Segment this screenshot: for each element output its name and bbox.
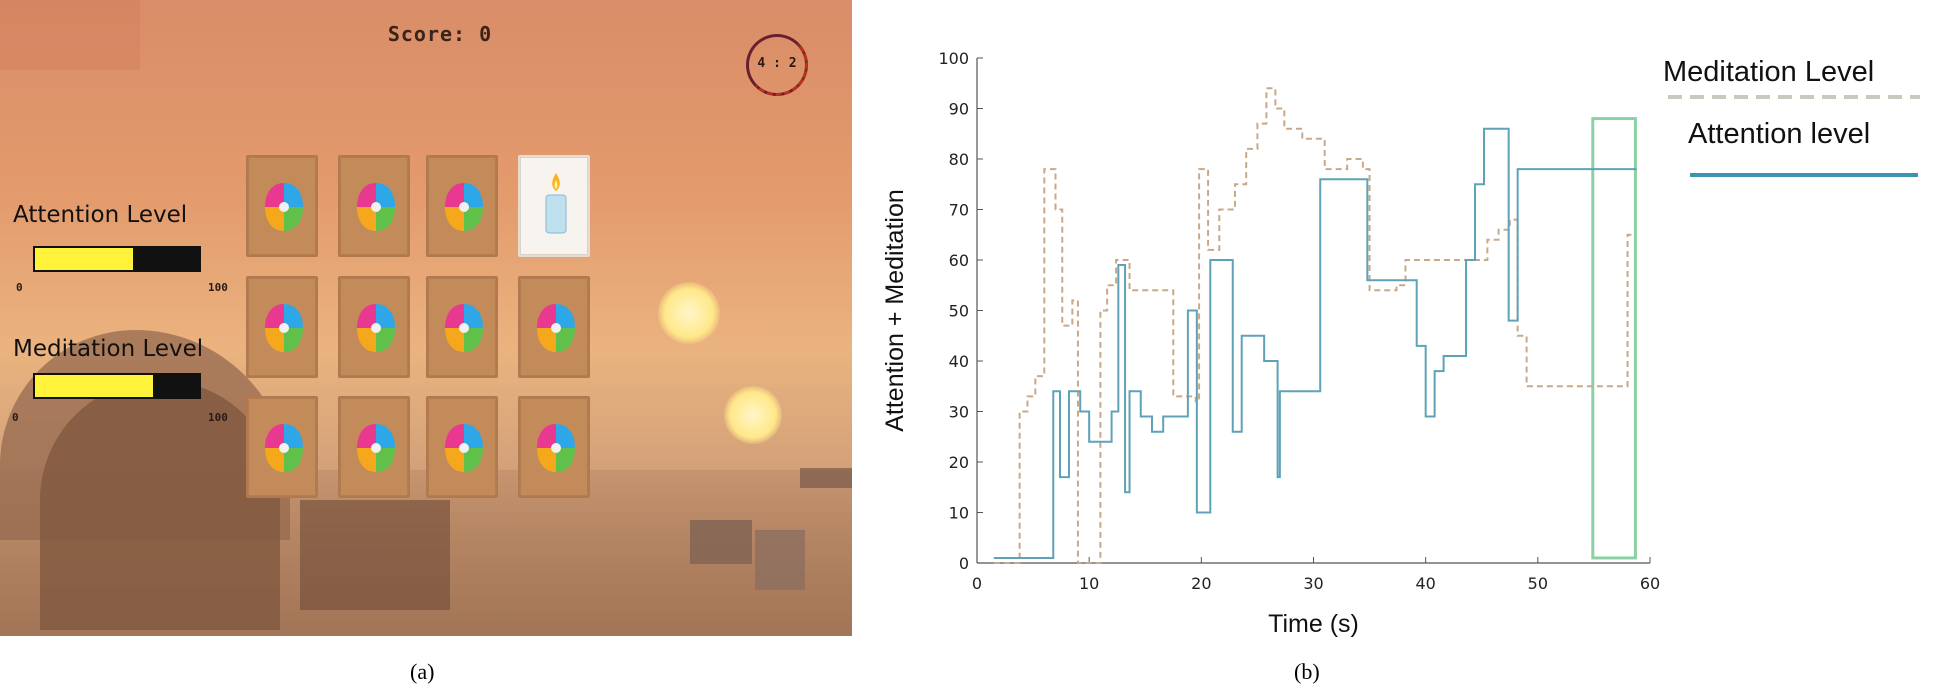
brain-puzzle-icon bbox=[445, 304, 483, 352]
brain-puzzle-icon bbox=[357, 183, 395, 231]
y-tick-label: 10 bbox=[949, 504, 969, 523]
x-axis-label: Time (s) bbox=[1268, 610, 1359, 638]
meditation-meter-max: 100 bbox=[208, 411, 228, 424]
x-tick-label: 10 bbox=[1079, 574, 1099, 593]
caption-a: (a) bbox=[410, 659, 435, 684]
meditation-level-series bbox=[993, 87, 1635, 564]
attention-meter bbox=[33, 246, 201, 272]
memory-card[interactable] bbox=[246, 155, 318, 257]
timer-ring-dashed bbox=[746, 34, 808, 96]
brain-puzzle-icon bbox=[537, 304, 575, 352]
attention-level-series bbox=[993, 127, 1637, 559]
background-building bbox=[40, 380, 280, 630]
legend-attention-label: Attention level bbox=[1688, 118, 1870, 150]
sun-small bbox=[724, 386, 782, 444]
y-tick-label: 70 bbox=[949, 201, 969, 220]
background-haze bbox=[0, 0, 140, 70]
brain-puzzle-icon bbox=[265, 183, 303, 231]
memory-card[interactable] bbox=[338, 396, 410, 498]
y-tick-label: 20 bbox=[949, 453, 969, 472]
brain-puzzle-icon bbox=[445, 183, 483, 231]
brain-puzzle-icon bbox=[357, 424, 395, 472]
y-tick-label: 90 bbox=[949, 100, 969, 119]
memory-card-face-up[interactable] bbox=[518, 155, 590, 257]
brain-puzzle-icon bbox=[265, 304, 303, 352]
brain-puzzle-icon bbox=[445, 424, 483, 472]
timer-text: 4 : 2 bbox=[757, 56, 797, 71]
background-building-dark bbox=[300, 500, 450, 610]
x-tick-label: 40 bbox=[1415, 574, 1435, 593]
y-tick-label: 40 bbox=[949, 352, 969, 371]
memory-card[interactable] bbox=[338, 155, 410, 257]
memory-card[interactable] bbox=[246, 396, 318, 498]
y-axis-label: Attention + Meditation bbox=[881, 189, 909, 432]
attention-meter-max: 100 bbox=[208, 281, 228, 294]
memory-card[interactable] bbox=[426, 396, 498, 498]
x-tick-label: 20 bbox=[1191, 574, 1211, 593]
caption-b: (b) bbox=[1294, 659, 1320, 684]
legend-meditation-label: Meditation Level bbox=[1663, 56, 1874, 88]
memory-card[interactable] bbox=[518, 396, 590, 498]
x-tick-label: 50 bbox=[1528, 574, 1548, 593]
attention-meter-fill bbox=[35, 248, 134, 270]
attention-meter-min: 0 bbox=[16, 281, 23, 294]
memory-card[interactable] bbox=[246, 276, 318, 378]
attention-level-label: Attention Level bbox=[13, 202, 188, 228]
y-tick-label: 80 bbox=[949, 150, 969, 169]
memory-card[interactable] bbox=[426, 155, 498, 257]
memory-card[interactable] bbox=[518, 276, 590, 378]
background-box bbox=[690, 520, 752, 564]
meditation-level-label: Meditation Level bbox=[13, 336, 204, 362]
score-display: Score: 0 bbox=[387, 22, 493, 46]
background-box-small bbox=[755, 530, 805, 590]
y-tick-label: 60 bbox=[949, 251, 969, 270]
y-tick-label: 50 bbox=[949, 302, 969, 321]
memory-card[interactable] bbox=[426, 276, 498, 378]
sun-large bbox=[658, 282, 720, 344]
game-screenshot: Score: 0 4 : 2 Attention Level 0 100 Med… bbox=[0, 0, 852, 636]
candle-icon bbox=[545, 173, 567, 234]
meditation-meter bbox=[33, 373, 201, 399]
brain-puzzle-icon bbox=[537, 424, 575, 472]
background-box-right bbox=[800, 468, 852, 488]
meditation-meter-fill bbox=[35, 375, 154, 397]
brain-puzzle-icon bbox=[265, 424, 303, 472]
y-tick-label: 30 bbox=[949, 403, 969, 422]
meditation-meter-min: 0 bbox=[12, 411, 19, 424]
y-tick-label: 0 bbox=[959, 554, 969, 573]
highlight-rectangle bbox=[1591, 117, 1637, 560]
x-tick-label: 30 bbox=[1303, 574, 1323, 593]
y-tick-label: 100 bbox=[938, 49, 969, 68]
memory-card[interactable] bbox=[338, 276, 410, 378]
x-tick-label: 0 bbox=[972, 574, 982, 593]
brain-puzzle-icon bbox=[357, 304, 395, 352]
x-tick-label: 60 bbox=[1640, 574, 1660, 593]
